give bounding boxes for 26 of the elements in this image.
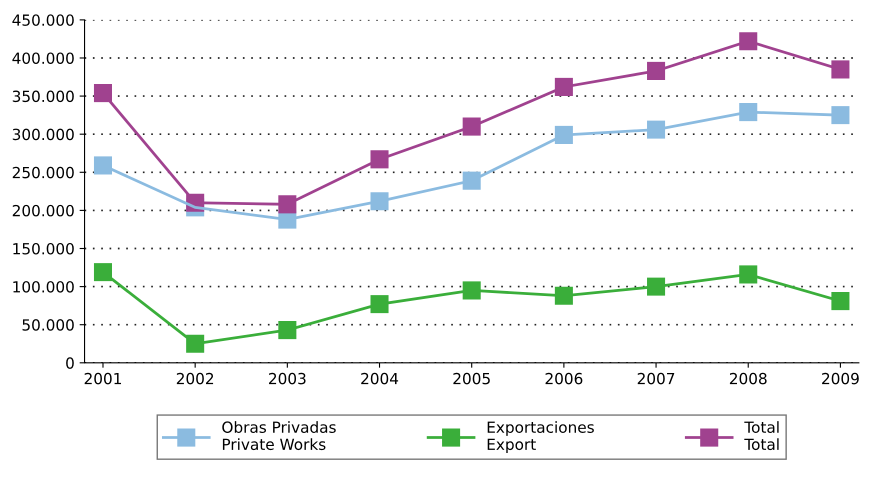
legend-label: Exportaciones Export bbox=[488, 421, 594, 454]
y-tick-label: 0 bbox=[66, 357, 74, 369]
y-tick-label: 50.000 bbox=[22, 319, 74, 331]
y-tick-label: 300.000 bbox=[12, 128, 74, 140]
x-tick-label: 2001 bbox=[84, 372, 122, 384]
y-tick-label: 150.000 bbox=[13, 242, 74, 255]
x-tick-label: 2003 bbox=[269, 372, 306, 384]
point bbox=[831, 292, 850, 310]
x-tick-label: 2006 bbox=[546, 372, 582, 384]
point bbox=[831, 106, 850, 124]
legend-label: Obras Privadas Private Works bbox=[222, 421, 336, 450]
point bbox=[94, 156, 112, 174]
y-tick-label: 200.000 bbox=[12, 204, 74, 216]
y-tick-label: 250.000 bbox=[12, 166, 74, 178]
x-tick-label: 2009 bbox=[822, 372, 859, 384]
y-tick-label: 100.000 bbox=[13, 281, 74, 293]
legend-label: Total Total bbox=[744, 421, 779, 450]
y-tick-label: 450.000 bbox=[12, 14, 74, 26]
y-tick-label: 400.000 bbox=[12, 52, 74, 64]
x-tick-label: 2002 bbox=[176, 372, 214, 384]
x-tick-label: 2005 bbox=[453, 372, 490, 384]
x-tick-label: 2007 bbox=[638, 372, 674, 384]
point bbox=[831, 60, 850, 78]
x-tick-label: 2004 bbox=[361, 372, 398, 384]
x-tick-label: 2008 bbox=[730, 372, 767, 384]
y-tick-label: 350.000 bbox=[12, 90, 74, 102]
